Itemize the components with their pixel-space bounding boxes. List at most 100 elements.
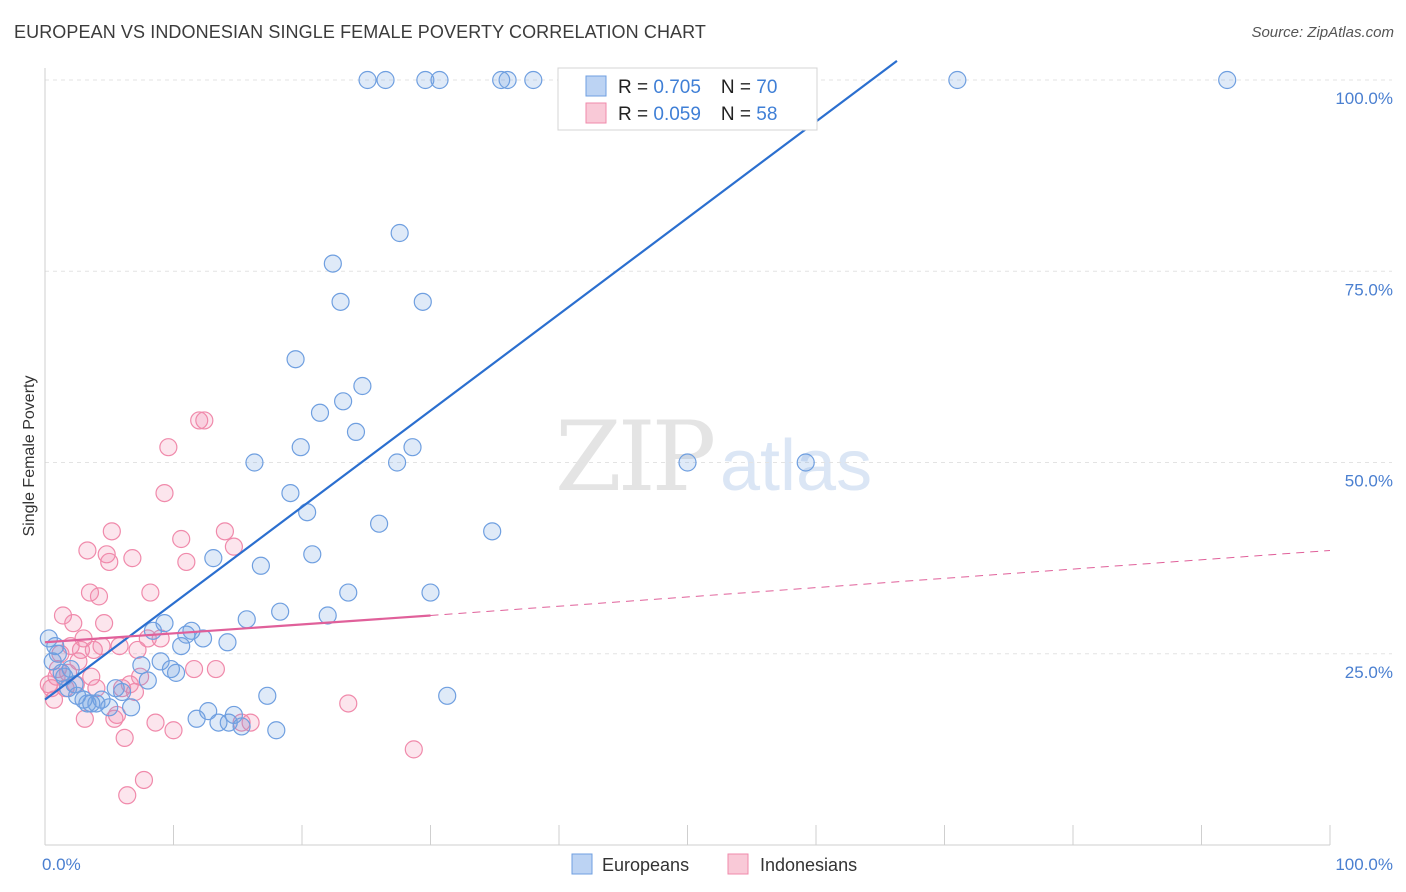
x-ticks	[44, 825, 1331, 845]
europeans-point-23	[155, 614, 174, 633]
y-tick-label-1: 50.0%	[1345, 472, 1393, 491]
europeans-point-63	[413, 292, 432, 311]
watermark-atlas: atlas	[720, 426, 872, 506]
stats-legend-row-europeans: R = 0.705 N = 70	[618, 77, 777, 98]
stats-legend-row-indonesians: R = 0.059 N = 58	[618, 104, 777, 125]
indonesians-point-55	[241, 713, 260, 732]
n-label-europeans: N =	[721, 77, 756, 98]
indonesians-point-45	[164, 721, 183, 740]
indonesians-point-32	[118, 786, 137, 805]
europeans-point-64	[416, 70, 435, 90]
legend-label-europeans: Europeans	[602, 855, 689, 875]
indonesians-point-40	[141, 583, 160, 602]
indonesians-trend-extension	[430, 549, 1331, 616]
europeans-point-32	[209, 713, 228, 732]
y-tick-label-2: 75.0%	[1345, 280, 1393, 299]
indonesians-point-57	[404, 740, 423, 759]
europeans-point-54	[339, 583, 358, 602]
indonesians-point-43	[155, 484, 174, 503]
indonesians-point-25	[100, 552, 119, 572]
indonesians-point-18	[82, 667, 101, 686]
r-label-indonesians: R =	[618, 104, 653, 125]
indonesians-point-38	[134, 770, 154, 790]
europeans-point-52	[331, 292, 350, 311]
y-axis-label: Single Female Poverty	[21, 376, 38, 537]
r-label-europeans: R =	[618, 77, 653, 98]
indonesians-point-15	[75, 709, 94, 728]
stats-legend: R = 0.705 N = 70 R = 0.059 N = 58	[557, 67, 818, 131]
stats-legend-swatch-europeans	[585, 75, 607, 97]
europeans-point-22	[151, 652, 170, 671]
indonesians-point-13	[71, 640, 91, 660]
europeans-points	[39, 70, 1237, 740]
europeans-point-59	[376, 70, 395, 90]
indonesians-trend-line	[44, 614, 431, 644]
europeans-point-65	[421, 583, 440, 602]
indonesians-point-41	[146, 713, 165, 732]
europeans-point-40	[251, 556, 270, 575]
europeans-point-72	[678, 453, 697, 472]
indonesians-point-44	[159, 438, 178, 457]
grid	[45, 79, 1392, 655]
europeans-point-43	[271, 602, 290, 621]
indonesians-point-6	[53, 606, 73, 625]
y-tick-labels: 25.0% 50.0% 75.0% 100.0%	[1335, 89, 1393, 682]
europeans-point-31	[187, 709, 206, 728]
europeans-point-61	[390, 223, 409, 243]
europeans-point-20	[138, 671, 157, 690]
indonesians-point-34	[123, 549, 142, 568]
europeans-point-17	[112, 682, 132, 702]
indonesians-point-21	[89, 587, 109, 606]
x-tick-label-min: 0.0%	[42, 855, 81, 874]
indonesians-point-53	[224, 537, 243, 556]
n-value-europeans: 70	[756, 77, 777, 98]
indonesians-point-23	[95, 614, 114, 633]
europeans-point-14	[92, 690, 111, 709]
y-tick-label-3: 100.0%	[1335, 89, 1393, 108]
n-label-indonesians: N =	[721, 104, 756, 125]
indonesians-point-26	[102, 522, 121, 541]
indonesians-point-16	[78, 541, 97, 560]
europeans-point-67	[438, 686, 457, 705]
europeans-point-42	[267, 721, 286, 740]
chart-source: Source: ZipAtlas.com	[1251, 24, 1394, 41]
watermark-zip: ZIP	[555, 401, 714, 513]
europeans-point-58	[370, 514, 389, 533]
europeans-point-68	[483, 522, 502, 541]
europeans-point-69	[492, 70, 511, 90]
indonesians-point-49	[190, 411, 209, 430]
europeans-point-50	[318, 606, 337, 625]
indonesians-point-56	[339, 694, 358, 713]
europeans-point-19	[132, 656, 151, 675]
y-tick-label-0: 25.0%	[1345, 663, 1393, 682]
europeans-point-15	[100, 698, 119, 717]
europeans-point-7	[61, 659, 80, 679]
indonesians-point-28	[107, 705, 127, 725]
europeans-point-35	[232, 717, 251, 736]
europeans-point-48	[303, 545, 322, 564]
europeans-point-45	[286, 350, 305, 369]
indonesians-point-51	[206, 659, 226, 679]
europeans-point-70	[498, 70, 517, 90]
n-value-indonesians: 58	[756, 104, 777, 125]
r-value-europeans: 0.705	[653, 77, 701, 98]
indonesians-point-17	[80, 583, 100, 602]
europeans-point-12	[82, 694, 101, 713]
europeans-point-53	[334, 392, 353, 411]
europeans-point-46	[291, 438, 310, 457]
indonesians-point-12	[69, 652, 88, 671]
indonesians-point-31	[115, 728, 134, 748]
europeans-point-26	[172, 636, 191, 656]
europeans-point-29	[193, 629, 213, 648]
indonesians-point-46	[172, 529, 191, 549]
indonesians-point-10	[64, 614, 83, 633]
chart-title: EUROPEAN VS INDONESIAN SINGLE FEMALE POV…	[14, 22, 707, 42]
indonesians-point-36	[128, 640, 147, 660]
europeans-point-51	[323, 254, 342, 273]
europeans-point-74	[948, 70, 967, 90]
europeans-point-62	[403, 438, 422, 457]
indonesians-points	[39, 411, 423, 805]
indonesians-point-48	[184, 659, 204, 679]
europeans-point-49	[310, 403, 330, 422]
europeans-point-60	[387, 453, 407, 472]
